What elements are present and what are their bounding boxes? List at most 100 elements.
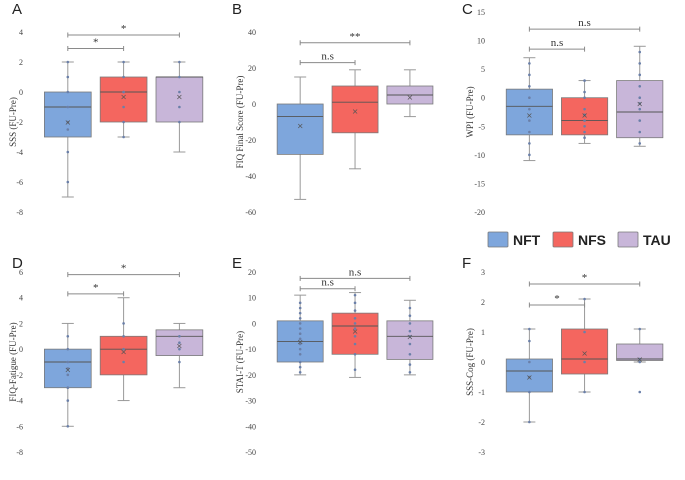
data-point xyxy=(178,60,181,64)
panel-f: F SSS-Cog (FU-Pre) -3 -2 -1 0 1 2 3 × × × * * xyxy=(462,255,664,457)
data-point xyxy=(353,301,357,305)
y-tick-label: -40 xyxy=(245,422,256,431)
y-tick-label: -30 xyxy=(245,397,256,406)
data-point xyxy=(528,339,531,343)
data-point xyxy=(298,360,302,364)
y-tick-label: 20 xyxy=(248,268,256,277)
significance-label: n.s xyxy=(321,51,334,63)
data-point xyxy=(528,73,531,77)
y-tick-label: 2 xyxy=(19,319,23,328)
y-tick-label: 0 xyxy=(252,100,256,109)
data-point xyxy=(66,367,70,370)
data-point xyxy=(122,334,125,338)
data-point xyxy=(298,316,302,320)
mean-marker: × xyxy=(176,93,183,102)
data-point xyxy=(353,327,357,330)
y-tick-label: 4 xyxy=(19,28,23,37)
data-point xyxy=(66,180,70,184)
y-tick-label: 1 xyxy=(481,328,485,337)
data-point xyxy=(528,390,531,394)
data-point xyxy=(638,84,642,88)
y-tick-label: 4 xyxy=(19,294,23,303)
panel-d: D FIQ-Fatigue (FU-Pre) -8 -6 -4 -2 0 2 4 6 × × × * * xyxy=(8,255,204,457)
panel-letter: D xyxy=(12,255,23,272)
data-point xyxy=(298,301,302,305)
data-point xyxy=(66,90,70,94)
y-tick-label: -4 xyxy=(16,148,23,157)
data-point xyxy=(122,105,125,109)
data-point xyxy=(298,327,302,330)
y-tick-label: -50 xyxy=(245,448,256,457)
data-point xyxy=(528,153,531,157)
data-point xyxy=(353,352,357,356)
y-tick-label: 2 xyxy=(481,298,485,307)
data-point xyxy=(528,84,531,88)
y-tick-label: 0 xyxy=(481,358,485,367)
data-point xyxy=(66,399,70,402)
data-point xyxy=(353,322,357,325)
box-nfs xyxy=(331,312,379,355)
data-point xyxy=(583,390,586,394)
data-point xyxy=(353,334,357,338)
mean-marker: × xyxy=(581,111,588,120)
mean-marker: × xyxy=(64,118,71,127)
data-point xyxy=(66,360,70,364)
panel-letter: A xyxy=(12,1,22,18)
data-point xyxy=(528,375,531,379)
data-point xyxy=(66,150,70,154)
legend-swatch-nfs xyxy=(552,231,574,248)
y-tick-label: -3 xyxy=(478,448,485,457)
y-axis-label: STAI-T (FU-Pre) xyxy=(235,331,245,393)
data-point xyxy=(66,424,70,428)
data-point xyxy=(66,386,70,390)
panel-letter: E xyxy=(232,255,242,272)
y-tick-label: -5 xyxy=(478,122,485,131)
y-axis-label: SSS (FU-Pre) xyxy=(8,97,18,147)
data-point xyxy=(638,142,642,145)
data-point xyxy=(638,62,642,65)
y-tick-label: -1 xyxy=(478,388,485,397)
legend-label-nfs: NFS xyxy=(578,232,606,248)
data-point xyxy=(528,96,531,100)
data-point xyxy=(408,306,412,310)
data-point xyxy=(638,102,642,105)
box-nfs xyxy=(99,76,148,123)
data-point xyxy=(583,107,586,111)
data-point xyxy=(66,334,70,338)
data-point xyxy=(298,365,302,369)
y-tick-label: 10 xyxy=(477,37,485,46)
y-tick-label: 40 xyxy=(248,28,256,37)
mean-marker: × xyxy=(120,348,127,357)
data-point xyxy=(298,337,302,341)
data-point xyxy=(353,293,357,297)
data-point xyxy=(408,342,412,346)
data-point xyxy=(122,75,125,79)
data-point xyxy=(122,90,125,94)
y-tick-label: -8 xyxy=(16,208,23,217)
data-point xyxy=(638,360,642,364)
y-tick-label: -40 xyxy=(245,172,256,181)
data-point xyxy=(298,306,302,310)
mean-marker: × xyxy=(636,355,643,364)
data-point xyxy=(638,73,642,77)
data-point xyxy=(528,327,531,331)
data-point xyxy=(528,119,531,122)
data-point xyxy=(178,347,181,351)
mean-marker: × xyxy=(120,93,127,102)
legend-swatch-nft xyxy=(487,231,509,248)
significance-label: * xyxy=(582,272,588,284)
panel-letter: C xyxy=(462,1,473,18)
data-point xyxy=(298,342,302,346)
data-point xyxy=(408,370,412,374)
y-tick-label: -2 xyxy=(16,118,23,127)
data-point xyxy=(408,334,412,338)
data-point xyxy=(122,322,125,325)
box-tau xyxy=(155,76,204,123)
significance-label: n.s xyxy=(349,266,362,278)
box-nfs xyxy=(561,97,609,136)
data-point xyxy=(638,327,642,331)
panel-b: B FIQ Final Score (FU-Pre) -60 -40 -20 0 20 40 ×… xyxy=(232,1,434,217)
y-tick-label: 0 xyxy=(252,319,256,328)
data-point xyxy=(408,314,412,318)
data-point xyxy=(408,363,412,366)
